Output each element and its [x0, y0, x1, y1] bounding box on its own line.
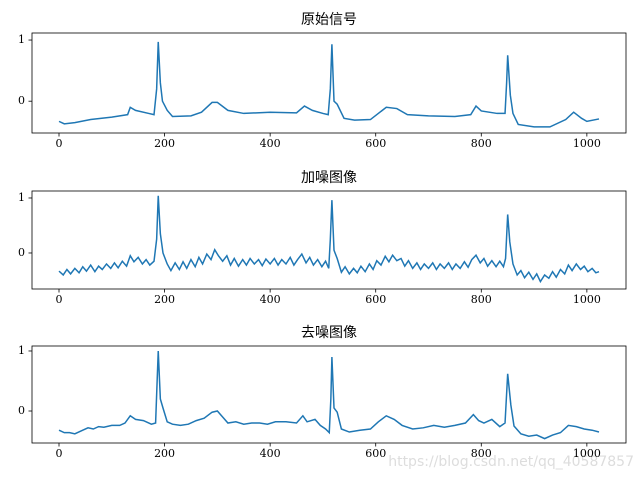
signal-line: [58, 350, 600, 440]
axes-frame: [31, 345, 627, 444]
subplot-title: 原始信号: [301, 12, 357, 28]
x-tick-label: 1000: [573, 293, 601, 306]
y-tick-label: 1: [18, 33, 25, 46]
x-tick-label: 400: [260, 137, 281, 150]
x-tick-label: 0: [56, 447, 63, 460]
y-tick-label: 0: [18, 94, 25, 107]
x-tick-label: 800: [471, 447, 492, 460]
x-tick-label: 1000: [573, 447, 601, 460]
subplot-title: 去噪图像: [301, 325, 357, 341]
watermark: https://blog.csdn.net/qq_40587857: [388, 454, 634, 470]
signal-line: [58, 195, 600, 284]
x-tick-label: 600: [365, 447, 386, 460]
y-tick-label: 0: [18, 246, 25, 259]
x-tick-label: 800: [471, 137, 492, 150]
x-tick-label: 800: [471, 293, 492, 306]
x-tick-label: 0: [56, 137, 63, 150]
x-tick-label: 400: [260, 293, 281, 306]
x-tick-label: 400: [260, 447, 281, 460]
x-tick-label: 600: [365, 137, 386, 150]
y-tick-label: 1: [18, 344, 25, 357]
axes-frame: [31, 32, 627, 134]
y-tick-label: 0: [18, 404, 25, 417]
signal-line: [58, 41, 600, 128]
x-tick-label: 0: [56, 293, 63, 306]
x-tick-label: 600: [365, 293, 386, 306]
subplot-title: 加噪图像: [301, 170, 357, 186]
y-tick-label: 1: [18, 191, 25, 204]
x-tick-label: 200: [154, 137, 175, 150]
x-tick-label: 1000: [573, 137, 601, 150]
x-tick-label: 200: [154, 293, 175, 306]
x-tick-label: 200: [154, 447, 175, 460]
axes-frame: [31, 190, 627, 290]
